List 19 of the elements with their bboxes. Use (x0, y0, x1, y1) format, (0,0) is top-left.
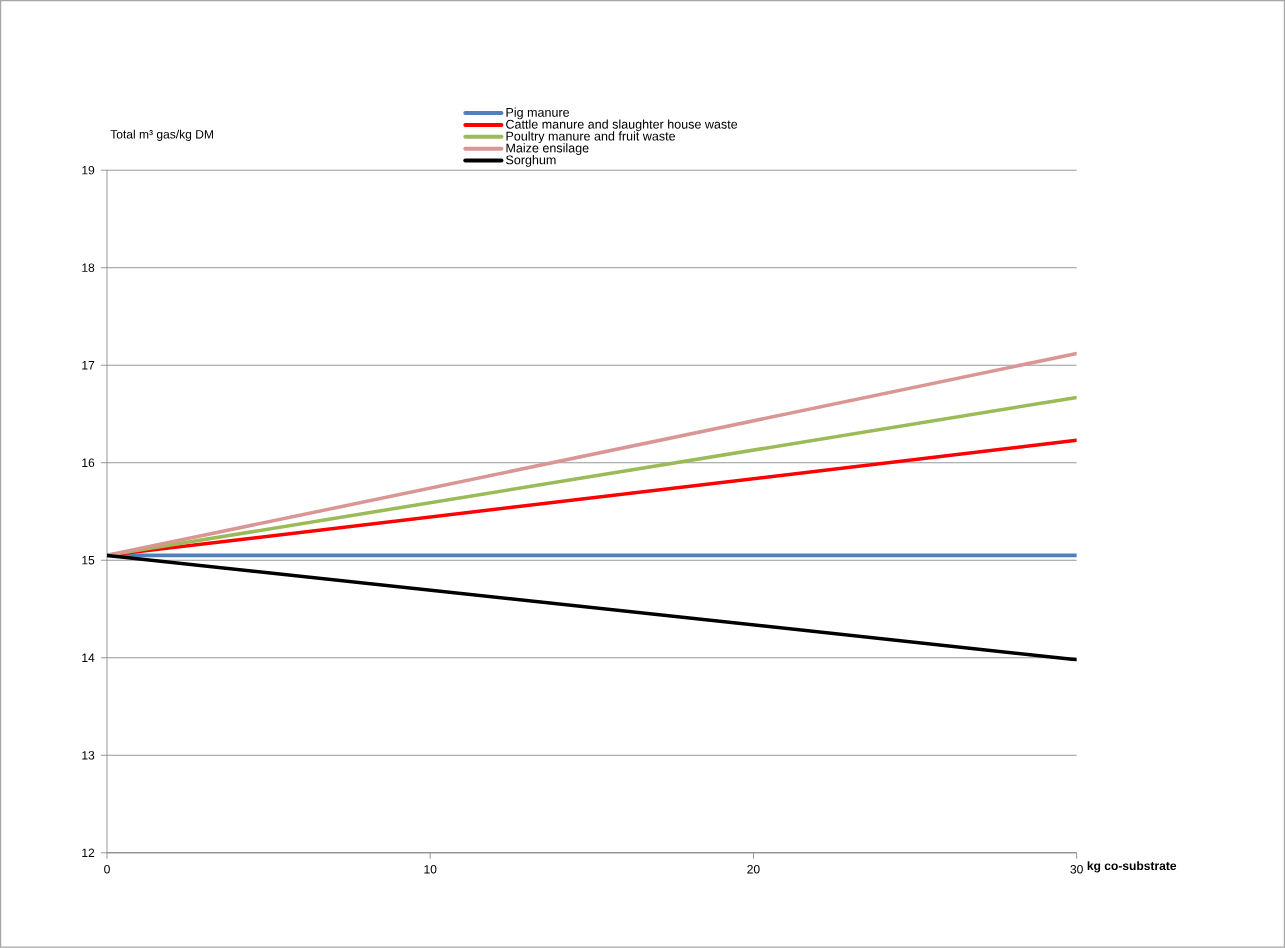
x-tick-label: 30 (1070, 865, 1083, 874)
legend-label: Cattle manure and slaughter house waste (506, 119, 738, 132)
x-tick-label: 0 (104, 865, 110, 874)
y-tick-label: 18 (82, 263, 95, 273)
legend-label: Sorghum (506, 155, 556, 167)
x-tick-label: 20 (747, 865, 760, 874)
y-tick-label: 16 (82, 458, 95, 468)
y-tick-label: 19 (82, 166, 95, 175)
x-tick-label: 10 (424, 865, 437, 874)
legend-label: Maize ensilage (506, 143, 589, 156)
y-tick-label: 12 (82, 848, 95, 858)
legend-label: Pig manure (506, 107, 570, 120)
legend-label: Poultry manure and fruit waste (506, 131, 676, 144)
y-axis-title: Total m³ gas/kg DM (110, 129, 213, 142)
y-tick-label: 15 (82, 556, 95, 565)
y-tick-label: 17 (82, 361, 95, 370)
y-tick-label: 14 (82, 653, 95, 663)
y-tick-label: 13 (82, 751, 95, 760)
x-axis-title: kg co-substrate (1087, 861, 1177, 873)
